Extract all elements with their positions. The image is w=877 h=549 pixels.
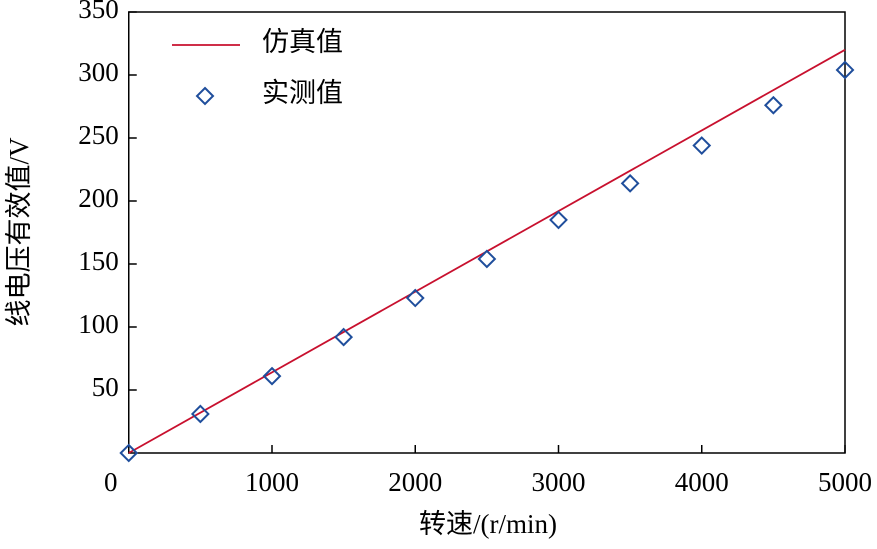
marker — [692, 136, 712, 155]
y-tick-label: 100 — [78, 309, 119, 339]
x-tick-label: 4000 — [675, 467, 729, 497]
marker — [405, 288, 425, 308]
legend-label: 实测值 — [262, 78, 343, 108]
y-tick-label: 250 — [78, 120, 119, 150]
marker — [763, 95, 783, 115]
x-axis-label: 转速/(r/min) — [419, 509, 557, 539]
marker — [119, 443, 139, 463]
marker — [334, 327, 354, 347]
legend-label: 仿真值 — [262, 27, 343, 57]
x-tick-label: 2000 — [388, 467, 442, 497]
marker — [477, 249, 497, 269]
y-tick-label: 300 — [78, 57, 119, 87]
legend-swatch — [195, 86, 215, 106]
y-tick-label: 150 — [78, 246, 119, 276]
x-tick-label: 3000 — [532, 467, 586, 497]
plot-frame — [128, 11, 846, 454]
y-tick-label: 50 — [92, 372, 119, 402]
marker — [620, 173, 640, 193]
y-tick-label: 200 — [78, 183, 119, 213]
marker — [549, 210, 568, 230]
marker — [190, 404, 210, 424]
y-axis-label: 线电压有效值/V — [4, 137, 34, 327]
x-tick-label: 0 — [104, 467, 118, 497]
y-tick-label: 350 — [78, 0, 119, 24]
x-tick-label: 5000 — [818, 467, 872, 497]
x-tick-label: 1000 — [245, 467, 299, 497]
marker — [835, 60, 855, 80]
marker — [262, 366, 282, 386]
